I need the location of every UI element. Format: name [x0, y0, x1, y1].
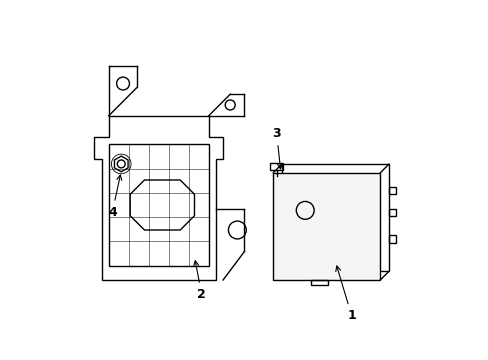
Text: 2: 2 — [193, 261, 205, 301]
Text: 3: 3 — [272, 127, 282, 169]
Text: 1: 1 — [335, 266, 355, 322]
Polygon shape — [272, 173, 380, 280]
Text: 4: 4 — [108, 175, 122, 219]
